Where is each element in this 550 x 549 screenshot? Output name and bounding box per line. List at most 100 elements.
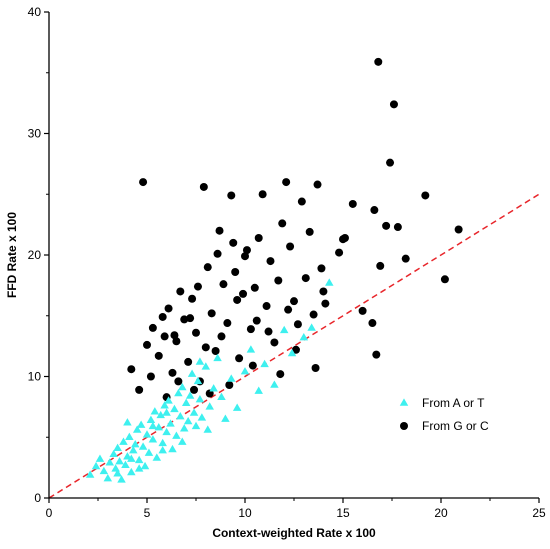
data-point [168, 444, 177, 453]
data-point [174, 388, 183, 397]
data-point [148, 435, 158, 443]
data-point [199, 182, 208, 191]
data-point [372, 350, 381, 359]
data-point [134, 455, 144, 464]
data-point [113, 443, 122, 451]
data-point [158, 446, 167, 454]
data-point [201, 343, 210, 352]
data-point [135, 385, 144, 394]
data-point [179, 424, 189, 432]
y-tick-label: 30 [28, 127, 42, 141]
data-point [287, 348, 297, 357]
data-point [148, 421, 158, 430]
data-point [146, 372, 155, 381]
data-point [266, 257, 275, 266]
data-point [105, 458, 115, 466]
data-point [125, 432, 134, 441]
y-axis-title: FFD Rate x 100 [5, 212, 19, 298]
data-point [233, 295, 242, 304]
data-point [91, 461, 101, 470]
data-point [195, 395, 205, 403]
legend-marker-g-or-c [400, 422, 408, 430]
data-point [227, 191, 236, 200]
data-point [154, 351, 163, 360]
data-point [368, 319, 377, 328]
data-point [454, 225, 463, 234]
y-tick-label: 20 [28, 248, 42, 262]
data-point [189, 408, 199, 416]
data-point [219, 280, 228, 289]
data-point [209, 384, 218, 392]
data-point [127, 467, 136, 476]
data-point [386, 158, 395, 167]
data-point [440, 275, 449, 284]
data-point [279, 325, 289, 334]
data-point [183, 416, 193, 425]
x-tick-label: 10 [238, 506, 252, 520]
data-point [389, 100, 398, 109]
data-point [113, 469, 122, 477]
data-point [172, 337, 181, 346]
data-point [134, 464, 144, 472]
data-point [246, 325, 255, 334]
data-point [130, 439, 140, 448]
data-point [313, 180, 322, 189]
data-point [178, 382, 187, 391]
data-point [290, 297, 298, 306]
data-point [213, 249, 222, 258]
data-point [127, 365, 136, 374]
data-point [140, 461, 150, 470]
data-point [282, 178, 291, 187]
data-point [274, 276, 283, 285]
data-point [211, 346, 220, 355]
data-point [241, 252, 249, 261]
data-point [215, 226, 224, 235]
data-point [252, 316, 261, 325]
data-point [223, 319, 232, 328]
data-point [123, 418, 132, 426]
data-point [262, 302, 271, 311]
data-point [358, 306, 367, 315]
data-point [174, 377, 183, 386]
data-point [143, 340, 151, 349]
data-point [213, 353, 222, 362]
data-point [184, 357, 193, 366]
data-point [158, 438, 167, 447]
data-point [321, 299, 330, 308]
legend-marker-a-or-t [399, 398, 409, 406]
data-point [193, 376, 203, 385]
y-tick-label: 10 [28, 370, 42, 384]
series-a-or-t [85, 278, 334, 483]
legend: From A or T From G or C [399, 396, 489, 433]
data-point [162, 427, 171, 436]
data-point [99, 466, 109, 475]
data-point [195, 357, 205, 365]
data-point [162, 408, 171, 416]
data-point [176, 412, 185, 420]
data-point [382, 221, 391, 230]
data-point [191, 421, 201, 430]
data-point [254, 386, 263, 394]
data-point [270, 338, 279, 347]
data-point [297, 197, 306, 206]
data-point [164, 304, 173, 313]
data-point [190, 385, 199, 394]
data-point [325, 278, 334, 286]
data-point [172, 431, 181, 439]
data-point [123, 452, 132, 460]
data-point [207, 309, 216, 318]
data-point [127, 454, 136, 462]
data-point [95, 454, 105, 462]
data-point [225, 381, 234, 390]
data-point [193, 282, 202, 291]
data-point [168, 368, 177, 377]
data-point [152, 453, 162, 461]
x-tick-label: 0 [46, 506, 53, 520]
data-point [401, 254, 410, 263]
data-point [393, 223, 402, 232]
data-point [221, 414, 230, 422]
data-point [201, 362, 211, 370]
data-point [235, 354, 244, 363]
data-point [139, 178, 148, 187]
data-point [231, 268, 240, 277]
